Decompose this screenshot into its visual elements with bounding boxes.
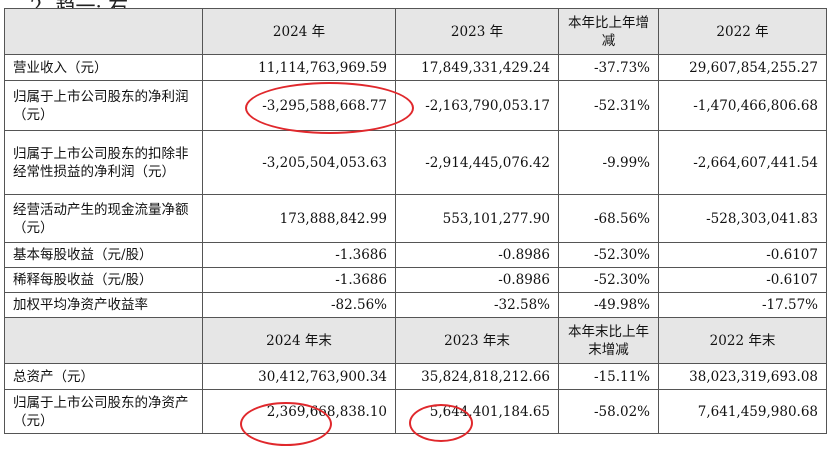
row-label: 总资产（元） xyxy=(4,363,203,390)
table-row: 基本每股收益（元/股） -1.3686 -0.8986 -52.30% -0.6… xyxy=(4,242,827,268)
value-2023: -0.8986 xyxy=(395,267,559,293)
value-2022: -528,303,041.83 xyxy=(658,194,827,243)
row-label: 归属于上市公司股东的扣除非经常性损益的净利润（元） xyxy=(4,130,203,195)
value-2024: -1.3686 xyxy=(202,267,396,293)
truncated-text-fragment xyxy=(0,449,831,455)
table-row: 经营活动产生的现金流量净额（元） 173,888,842.99 553,101,… xyxy=(4,194,827,243)
year-header-row: 2024 年 2023 年 本年比上年增减 2022 年 xyxy=(4,8,827,55)
value-2023: 553,101,277.90 xyxy=(395,194,559,243)
header-2022-end: 2022 年末 xyxy=(658,317,827,364)
header-2023-end: 2023 年末 xyxy=(395,317,559,364)
header-change: 本年比上年增减 xyxy=(558,8,659,55)
value-2022: -2,664,607,441.54 xyxy=(658,130,827,195)
value-2023: 5,644,401,184.65 xyxy=(395,389,559,434)
value-2023: 17,849,331,429.24 xyxy=(395,54,559,81)
value-2022: 29,607,854,255.27 xyxy=(658,54,827,81)
table-row: 总资产（元） 30,412,763,900.34 35,824,818,212.… xyxy=(4,363,827,390)
value-change: -52.30% xyxy=(558,267,659,293)
header-blank-cell xyxy=(4,8,203,55)
header-2023: 2023 年 xyxy=(395,8,559,55)
yearend-header-row: 2024 年末 2023 年末 本年末比上年末增减 2022 年末 xyxy=(4,317,827,364)
value-change: -68.56% xyxy=(558,194,659,243)
value-2024: -1.3686 xyxy=(202,242,396,268)
value-2022: 7,641,459,980.68 xyxy=(658,389,827,434)
value-2023: -2,914,445,076.42 xyxy=(395,130,559,195)
value-change: -37.73% xyxy=(558,54,659,81)
value-2022: -0.6107 xyxy=(658,242,827,268)
value-change: -9.99% xyxy=(558,130,659,195)
financial-data-table: 2024 年 2023 年 本年比上年增减 2022 年 营业收入（元） 11,… xyxy=(4,8,827,434)
table-row: 归属于上市公司股东的扣除非经常性损益的净利润（元） -3,205,504,053… xyxy=(4,130,827,195)
value-change: -52.30% xyxy=(558,242,659,268)
header-2022: 2022 年 xyxy=(658,8,827,55)
value-2024: -3,205,504,053.63 xyxy=(202,130,396,195)
value-change: -52.31% xyxy=(558,80,659,131)
value-2023: -0.8986 xyxy=(395,242,559,268)
header-2024: 2024 年 xyxy=(202,8,396,55)
row-label: 经营活动产生的现金流量净额（元） xyxy=(4,194,203,243)
value-change: -49.98% xyxy=(558,292,659,318)
header-change-end: 本年末比上年末增减 xyxy=(558,317,659,364)
value-change: -58.02% xyxy=(558,389,659,434)
header-blank-cell xyxy=(4,317,203,364)
table-row: 归属于上市公司股东的净资产（元） 2,369,668,838.10 5,644,… xyxy=(4,389,827,434)
row-label: 稀释每股收益（元/股） xyxy=(4,267,203,293)
header-2024-end: 2024 年末 xyxy=(202,317,396,364)
value-2024: 30,412,763,900.34 xyxy=(202,363,396,390)
value-2022: 38,023,319,693.08 xyxy=(658,363,827,390)
row-label: 归属于上市公司股东的净资产（元） xyxy=(4,389,203,434)
value-2022: -17.57% xyxy=(658,292,827,318)
value-2022: -1,470,466,806.68 xyxy=(658,80,827,131)
row-label: 营业收入（元） xyxy=(4,54,203,81)
table-row: 营业收入（元） 11,114,763,969.59 17,849,331,429… xyxy=(4,54,827,81)
value-2024: -3,295,588,668.77 xyxy=(202,80,396,131)
value-2024: 2,369,668,838.10 xyxy=(202,389,396,434)
row-label: 基本每股收益（元/股） xyxy=(4,242,203,268)
value-2023: -2,163,790,053.17 xyxy=(395,80,559,131)
table-row: 归属于上市公司股东的净利润（元） -3,295,588,668.77 -2,16… xyxy=(4,80,827,131)
value-2024: -82.56% xyxy=(202,292,396,318)
value-2024: 11,114,763,969.59 xyxy=(202,54,396,81)
value-2023: -32.58% xyxy=(395,292,559,318)
table-row: 稀释每股收益（元/股） -1.3686 -0.8986 -52.30% -0.6… xyxy=(4,267,827,293)
value-2022: -0.6107 xyxy=(658,267,827,293)
value-2023: 35,824,818,212.66 xyxy=(395,363,559,390)
value-2024: 173,888,842.99 xyxy=(202,194,396,243)
row-label: 加权平均净资产收益率 xyxy=(4,292,203,318)
row-label: 归属于上市公司股东的净利润（元） xyxy=(4,80,203,131)
table-row: 加权平均净资产收益率 -82.56% -32.58% -49.98% -17.5… xyxy=(4,292,827,318)
value-change: -15.11% xyxy=(558,363,659,390)
